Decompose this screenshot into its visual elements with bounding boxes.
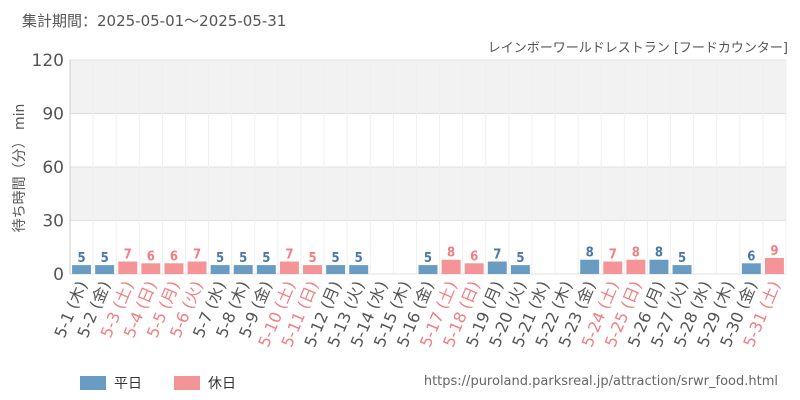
bar-value-label: 5 — [516, 251, 524, 266]
grid-band — [70, 167, 786, 221]
bar-value-label: 5 — [216, 251, 224, 266]
bar — [764, 257, 784, 274]
bar — [441, 259, 461, 274]
bar — [303, 265, 322, 274]
bar-value-label: 5 — [239, 251, 247, 266]
source-url: https://puroland.parksreal.jp/attraction… — [423, 374, 778, 389]
legend: 平日 休日 — [80, 373, 268, 393]
bar — [256, 265, 276, 274]
y-tick-label: 30 — [42, 212, 64, 232]
bar — [164, 263, 184, 274]
chart-subtitle: レインボーワールドレストラン [フードカウンター] — [487, 41, 788, 56]
bar-value-label: 5 — [678, 251, 686, 266]
bar-value-label: 6 — [470, 249, 478, 264]
bar — [580, 259, 600, 274]
bar — [210, 265, 230, 274]
bar-value-label: 5 — [424, 251, 432, 266]
bar — [141, 263, 161, 274]
bar — [418, 265, 438, 274]
bar — [326, 265, 346, 274]
bar-value-label: 7 — [193, 248, 201, 263]
bar-value-label: 9 — [770, 244, 778, 259]
bar-value-label: 6 — [747, 249, 755, 264]
bar-value-label: 6 — [170, 249, 178, 264]
y-axis-label: 待ち時間（分） min — [12, 104, 28, 233]
bar-value-label: 6 — [147, 249, 155, 264]
grid-band — [70, 60, 786, 114]
bar-value-label: 7 — [493, 248, 501, 263]
bar-value-label: 7 — [609, 248, 617, 263]
legend-item-weekday: 平日 — [80, 373, 142, 393]
bar — [626, 259, 646, 274]
bar — [649, 259, 669, 274]
bar — [487, 261, 507, 274]
bar-value-label: 5 — [262, 251, 270, 266]
legend-item-holiday: 休日 — [174, 373, 236, 393]
y-tick-label: 120 — [32, 51, 64, 71]
bar — [72, 265, 92, 274]
legend-label-weekday: 平日 — [114, 376, 142, 392]
bar — [672, 265, 692, 274]
bar-value-label: 5 — [332, 251, 340, 266]
bar-value-label: 8 — [655, 246, 663, 261]
bar — [510, 265, 530, 274]
bar-value-label: 8 — [447, 246, 455, 261]
y-tick-label: 0 — [53, 265, 64, 285]
bar-value-label: 7 — [124, 248, 132, 263]
bar-value-label: 8 — [632, 246, 640, 261]
bar-value-label: 5 — [308, 251, 316, 266]
period-label: 集計期間：2025-05-01～2025-05-31 — [22, 12, 287, 30]
bar — [464, 263, 484, 274]
legend-label-holiday: 休日 — [208, 376, 236, 392]
bar-value-label: 5 — [101, 251, 109, 266]
bar — [233, 265, 253, 274]
legend-swatch-holiday — [174, 376, 200, 390]
y-tick-label: 60 — [42, 158, 64, 178]
legend-swatch-weekday — [80, 376, 106, 390]
bar-value-label: 5 — [77, 251, 85, 266]
bar-value-label: 7 — [285, 248, 293, 263]
bar — [187, 261, 207, 274]
bar — [603, 261, 623, 274]
bar — [95, 265, 115, 274]
bar-value-label: 8 — [586, 246, 594, 261]
bar — [741, 263, 761, 274]
bar — [279, 261, 299, 274]
bar — [118, 261, 138, 274]
y-tick-label: 90 — [42, 105, 64, 125]
bar — [349, 265, 369, 274]
bar-value-label: 5 — [355, 251, 363, 266]
